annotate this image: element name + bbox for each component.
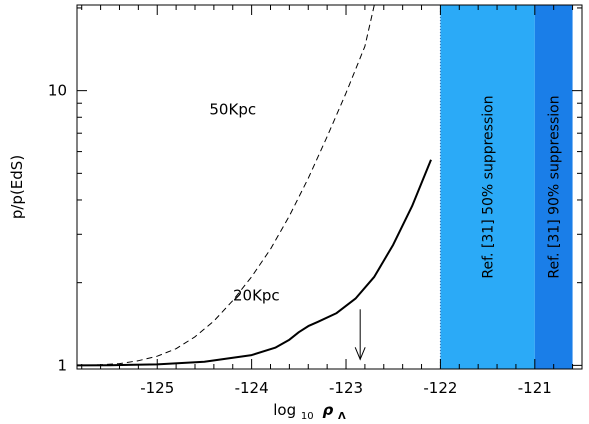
x-axis-label-symbol-sub: Λ bbox=[338, 411, 346, 422]
arrow-head bbox=[354, 347, 366, 361]
x-axis-label: log 10 ρ Λ bbox=[273, 401, 346, 423]
curve-20kpc bbox=[76, 159, 432, 367]
curve-label-50kpc: 50Kpc bbox=[209, 100, 256, 118]
x-axis-label-symbol: ρ bbox=[322, 401, 333, 419]
suppression-bands bbox=[439, 5, 573, 369]
curve-label-20kpc: 20Kpc bbox=[233, 287, 280, 305]
arrow-marker bbox=[354, 309, 366, 361]
y-tick-label: 1 bbox=[57, 356, 67, 374]
axis-ticks: -125 -124 -123 -122 -121 1 10 bbox=[48, 5, 582, 397]
curves bbox=[76, 4, 432, 367]
suppression-band-2 bbox=[534, 5, 573, 369]
x-tick-label: -125 bbox=[140, 379, 174, 397]
y-axis-label: p/p(EdS) bbox=[8, 155, 26, 219]
suppression-band-1 bbox=[440, 5, 535, 369]
plot-frame bbox=[76, 4, 583, 370]
x-tick-label: -121 bbox=[518, 379, 552, 397]
x-axis-label-sub: 10 bbox=[301, 411, 314, 422]
band-label-1: Ref. [31] 50% suppression bbox=[481, 95, 497, 278]
band-label-2: Ref. [31] 90% suppression bbox=[547, 95, 563, 278]
x-axis-label-base: log bbox=[273, 401, 296, 419]
x-tick-label: -122 bbox=[423, 379, 457, 397]
x-tick-label: -124 bbox=[235, 379, 269, 397]
curve-50kpc bbox=[76, 4, 375, 366]
x-tick-label: -123 bbox=[329, 379, 363, 397]
band-labels: Ref. [31] 50% suppression Ref. [31] 90% s… bbox=[481, 95, 563, 278]
y-tick-label: 10 bbox=[48, 82, 67, 100]
